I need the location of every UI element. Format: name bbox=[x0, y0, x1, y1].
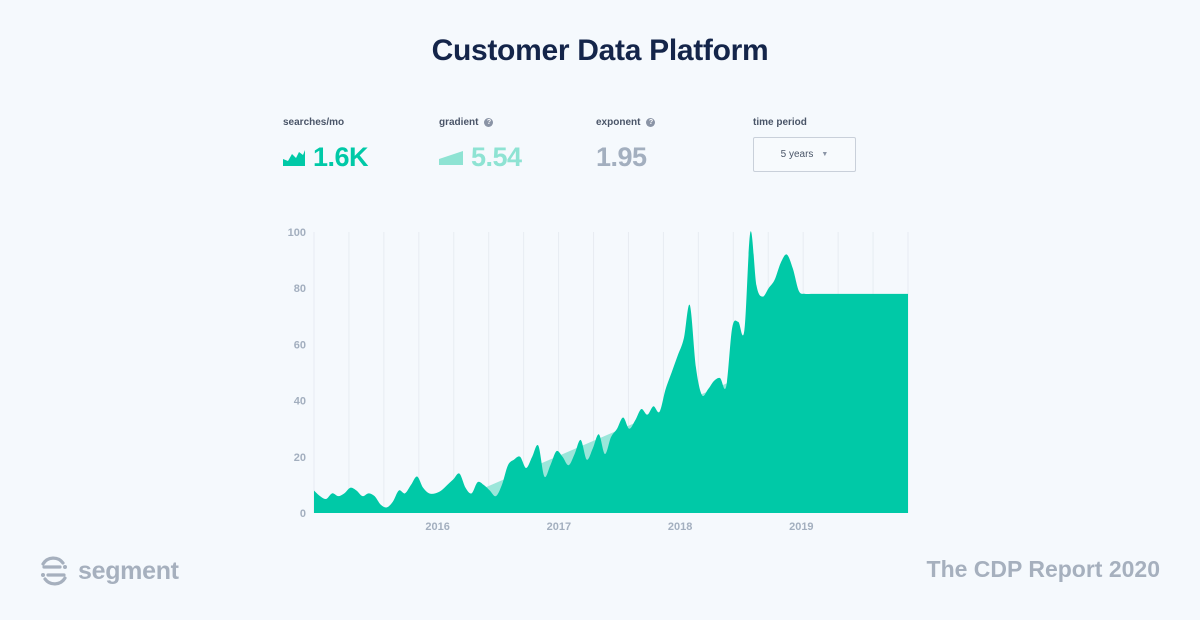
metric-time-period: time period bbox=[753, 116, 807, 128]
y-tick-label: 60 bbox=[294, 339, 306, 351]
x-tick-label: 2017 bbox=[547, 521, 571, 533]
time-period-label: time period bbox=[753, 116, 807, 128]
page-title: Customer Data Platform bbox=[431, 34, 769, 67]
gradient-label: gradient bbox=[439, 116, 479, 128]
report-title: The CDP Report 2020 bbox=[926, 556, 1160, 582]
metric-gradient: gradient ? 5.54 bbox=[439, 116, 522, 172]
x-tick-label: 2018 bbox=[668, 521, 692, 533]
exponent-label: exponent bbox=[596, 116, 641, 128]
exponent-value: 1.95 bbox=[596, 142, 647, 172]
exponent-help-icon[interactable]: ? bbox=[646, 117, 656, 127]
gradient-help-icon[interactable]: ? bbox=[484, 117, 494, 127]
segment-logo-icon bbox=[41, 556, 67, 586]
gradient-wedge-icon bbox=[439, 150, 463, 165]
time-period-value: 5 years bbox=[780, 149, 814, 160]
time-period-dropdown[interactable]: 5 years ▼ bbox=[753, 137, 856, 172]
searches-label: searches/mo bbox=[283, 116, 345, 128]
chevron-down-icon: ▼ bbox=[821, 151, 829, 158]
segment-logo: segment bbox=[38, 555, 179, 587]
x-tick-label: 2016 bbox=[425, 521, 449, 533]
y-tick-label: 0 bbox=[300, 508, 306, 520]
segment-logo-text: segment bbox=[78, 556, 179, 585]
y-tick-label: 40 bbox=[294, 396, 306, 408]
metric-searches: searches/mo 1.6K bbox=[283, 116, 369, 172]
metric-exponent: exponent ? 1.95 bbox=[596, 116, 656, 172]
x-tick-label: 2019 bbox=[789, 521, 813, 533]
y-tick-label: 80 bbox=[294, 283, 306, 295]
search-volume-area bbox=[314, 231, 908, 513]
searches-value: 1.6K bbox=[313, 142, 369, 172]
y-tick-label: 100 bbox=[288, 227, 306, 239]
y-tick-label: 20 bbox=[294, 452, 306, 464]
gradient-value: 5.54 bbox=[471, 142, 522, 172]
searches-trend-icon bbox=[283, 149, 305, 166]
